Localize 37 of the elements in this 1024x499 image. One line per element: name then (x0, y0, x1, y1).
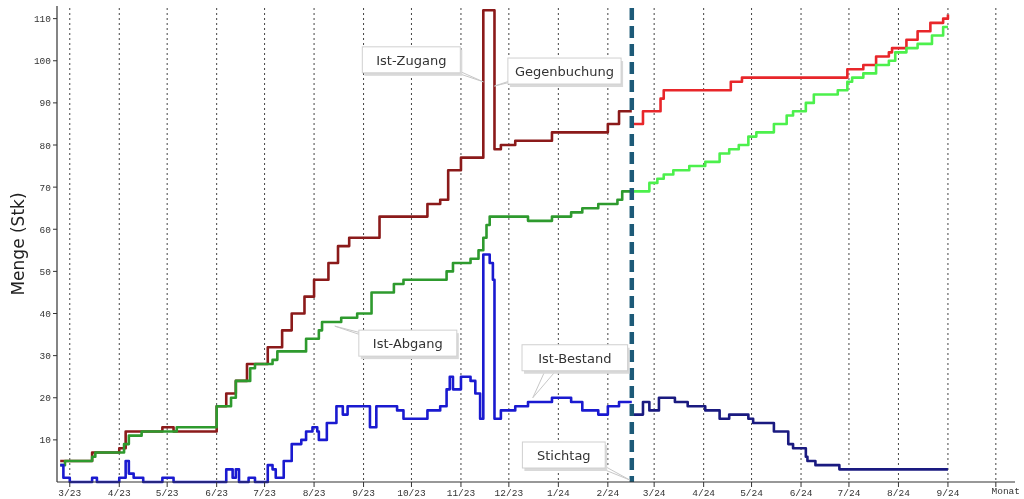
ref-line-label: Stichtag (536, 448, 591, 463)
x-tick-label: 9/24 (936, 488, 960, 499)
x-tick-label: 8/24 (887, 488, 911, 499)
y-tick-label: 10 (39, 435, 52, 447)
y-tick-label: 60 (39, 224, 52, 236)
y-tick-label: 90 (39, 98, 52, 110)
y-axis-title: Menge (Stk) (8, 192, 28, 296)
x-tick-label: 3/23 (58, 488, 82, 499)
x-tick-label: 5/23 (155, 488, 179, 499)
x-tick-label: 7/23 (253, 488, 277, 499)
x-tick-label: 12/23 (494, 488, 524, 499)
y-tick-label: 40 (39, 309, 52, 320)
x-tick-label: 10/23 (397, 488, 427, 499)
y-tick-label: 70 (39, 182, 52, 194)
x-tick-label: 8/23 (302, 488, 326, 499)
x-tick-label: 4/24 (692, 488, 716, 499)
annotation: Ist-Abgang (372, 336, 443, 352)
x-tick-label: 6/24 (789, 488, 813, 499)
x-tick-label: 1/24 (546, 488, 571, 499)
x-tick-label: 6/23 (205, 488, 229, 499)
x-tick-label: 5/24 (740, 488, 764, 499)
x-tick-label: 9/23 (352, 488, 376, 499)
x-tick-label: 4/23 (107, 488, 131, 499)
annotation: Gegenbuchung (514, 64, 615, 80)
x-tick-label: 11/23 (446, 488, 476, 499)
y-tick-label: 20 (39, 393, 52, 405)
annotation: Ist-Zugang (376, 52, 447, 68)
y-tick-label: 30 (39, 351, 52, 363)
y-tick-label: 80 (39, 140, 52, 152)
x-axis-title: Monat (991, 486, 1020, 497)
y-tick-label: 110 (33, 14, 52, 26)
x-tick-label: 2/24 (596, 488, 620, 499)
y-tick-label: 100 (33, 56, 52, 68)
x-tick-label: 3/24 (642, 488, 666, 499)
y-tick-label: 50 (39, 266, 52, 278)
annotation: Ist-Bestand (538, 350, 612, 366)
x-tick-label: 7/24 (837, 488, 861, 499)
